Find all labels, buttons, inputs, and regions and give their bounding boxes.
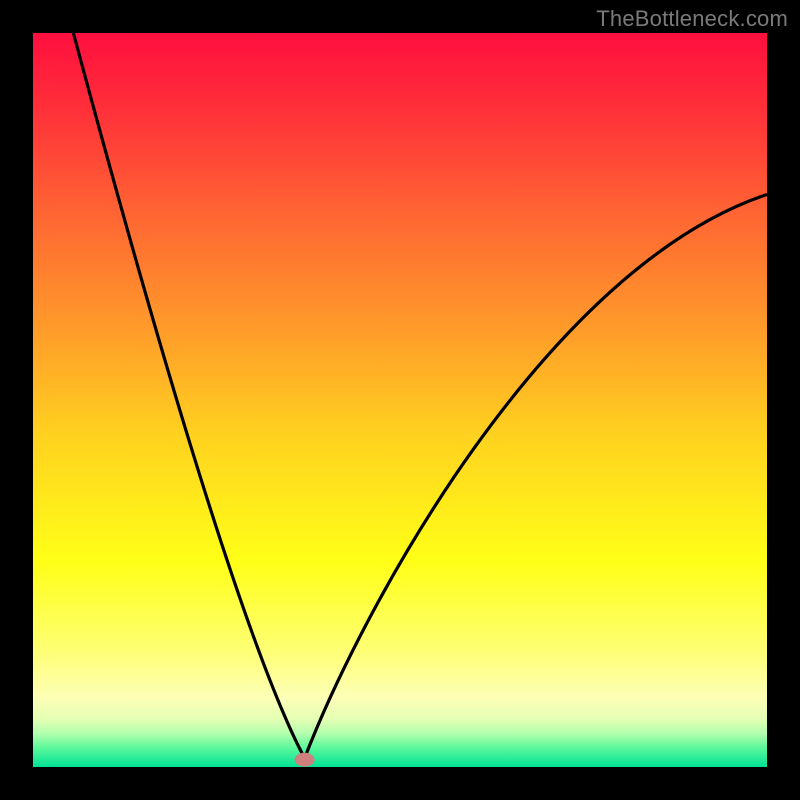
minimum-marker [295,753,315,767]
chart-frame: TheBottleneck.com [0,0,800,800]
plot-background [33,33,767,767]
watermark-text: TheBottleneck.com [596,6,788,32]
bottleneck-curve-chart [0,0,800,800]
